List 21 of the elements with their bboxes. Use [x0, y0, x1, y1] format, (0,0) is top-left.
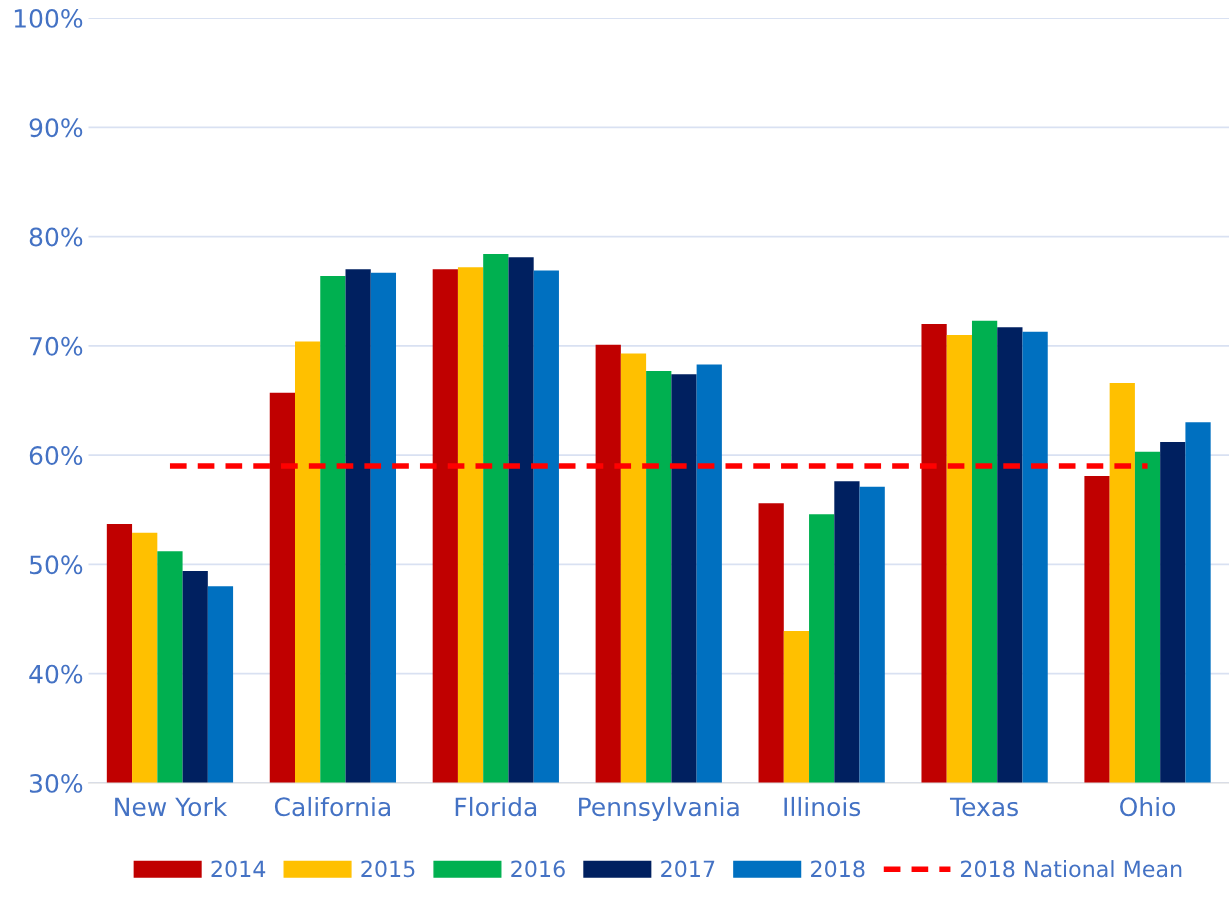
x-tick-label: Texas: [949, 797, 1018, 817]
x-tick-label: Pennsylvania: [579, 796, 739, 822]
y-tick-label: 90%: [29, 118, 83, 138]
legend-label: 2018: [811, 860, 865, 878]
y-tick-label: 50%: [29, 555, 83, 575]
y-tick-label: 30%: [29, 773, 83, 793]
y-tick-label: 80%: [29, 227, 83, 247]
legend-label: 2017: [661, 860, 715, 878]
y-tick-label: 70%: [30, 336, 83, 356]
legend-label: 2016: [511, 860, 565, 878]
legend-label: 2015: [361, 860, 415, 878]
x-tick-label: Ohio: [1120, 796, 1176, 817]
legend-label: 2014: [211, 860, 266, 878]
x-tick-label: Illinois: [784, 796, 861, 817]
y-tick-label: 40%: [29, 664, 83, 684]
legend-label: 2018 National Mean: [960, 860, 1182, 878]
y-tick-label: 60%: [29, 446, 83, 465]
x-tick-label: New York: [115, 796, 228, 817]
x-tick-label: Florida: [455, 796, 537, 817]
x-tick-label: California: [274, 796, 390, 817]
y-tick-label: 100%: [14, 8, 83, 28]
